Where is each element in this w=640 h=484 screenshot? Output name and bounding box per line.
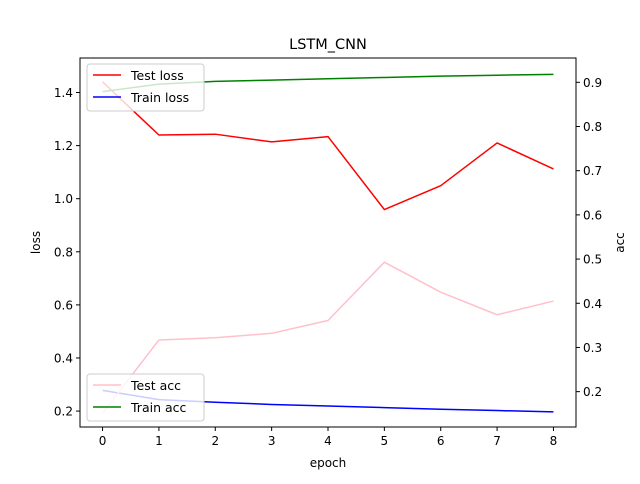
x-tick-label: 6 bbox=[437, 434, 445, 448]
legend-label-test-loss: Test loss bbox=[130, 68, 184, 83]
legend-label-train-loss: Train loss bbox=[130, 90, 189, 105]
y-right-tick-label: 0.8 bbox=[583, 120, 602, 134]
x-axis-label: epoch bbox=[310, 456, 347, 470]
y-axis-left-ticks: 0.2 0.4 0.6 0.8 1.0 1.2 1.4 bbox=[54, 86, 80, 419]
y-left-tick-label: 0.2 bbox=[54, 405, 73, 419]
x-tick-label: 3 bbox=[268, 434, 276, 448]
x-tick-label: 2 bbox=[211, 434, 219, 448]
y-right-tick-label: 0.9 bbox=[583, 76, 602, 90]
y-axis-left-label: loss bbox=[29, 231, 43, 254]
y-left-tick-label: 0.6 bbox=[54, 298, 73, 312]
series-line-test-acc bbox=[101, 261, 554, 414]
y-right-tick-label: 0.5 bbox=[583, 253, 602, 267]
x-tick-label: 7 bbox=[493, 434, 501, 448]
y-left-tick-label: 1.2 bbox=[54, 139, 73, 153]
y-right-tick-label: 0.2 bbox=[583, 385, 602, 399]
y-axis-right-ticks: 0.2 0.3 0.4 0.5 0.6 0.7 0.8 0.9 bbox=[576, 76, 602, 399]
y-right-tick-label: 0.6 bbox=[583, 208, 602, 222]
y-left-tick-label: 0.8 bbox=[54, 245, 73, 259]
legend-acc: Test acc Train acc bbox=[86, 373, 205, 422]
series-line-test-loss bbox=[102, 81, 554, 211]
legend-label-test-acc: Test acc bbox=[130, 378, 181, 393]
y-left-tick-label: 1.0 bbox=[54, 192, 73, 206]
y-right-tick-label: 0.3 bbox=[583, 341, 602, 355]
y-left-tick-label: 1.4 bbox=[54, 86, 73, 100]
y-left-tick-label: 0.4 bbox=[54, 351, 73, 365]
x-tick-label: 8 bbox=[550, 434, 558, 448]
x-tick-label: 1 bbox=[155, 434, 163, 448]
x-tick-label: 4 bbox=[324, 434, 332, 448]
x-axis-ticks: 0 1 2 3 4 5 6 7 8 bbox=[99, 427, 558, 448]
y-axis-right-label: acc bbox=[613, 232, 627, 253]
y-right-tick-label: 0.7 bbox=[583, 164, 602, 178]
x-tick-label: 0 bbox=[99, 434, 107, 448]
y-right-tick-label: 0.4 bbox=[583, 297, 602, 311]
legend-loss: Test loss Train loss bbox=[86, 63, 205, 112]
chart-title: LSTM_CNN bbox=[289, 37, 367, 53]
legend-label-train-acc: Train acc bbox=[130, 400, 186, 415]
x-tick-label: 5 bbox=[381, 434, 389, 448]
